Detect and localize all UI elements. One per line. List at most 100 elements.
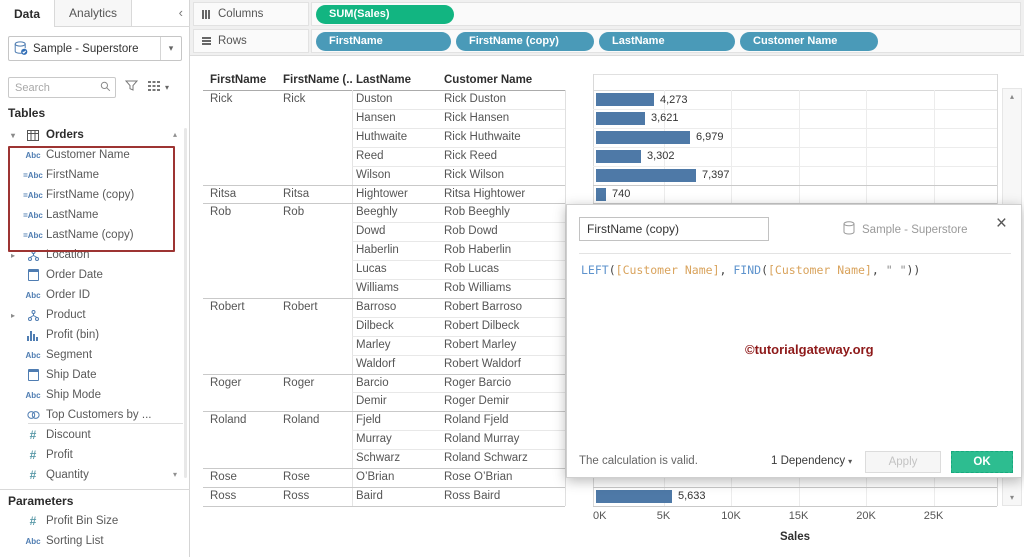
dependency-dropdown[interactable]: 1 Dependency ▾ (771, 455, 853, 467)
field-row-top-customers-by-[interactable]: Top Customers by ... (0, 405, 183, 425)
cell-firstname[interactable]: Roland (210, 414, 247, 427)
cell-customer-name[interactable]: Roland Murray (444, 433, 520, 446)
cell-lastname[interactable]: Beeghly (356, 206, 398, 219)
cell-firstname-copy[interactable]: Rob (283, 206, 305, 219)
cell-customer-name[interactable]: Rose O’Brian (444, 471, 513, 483)
cell-lastname[interactable]: Reed (356, 149, 384, 162)
field-row-product[interactable]: ▸ Product (0, 305, 183, 325)
cell-lastname[interactable]: Dowd (356, 225, 386, 238)
columns-shelf[interactable]: SUM(Sales) (311, 2, 1021, 26)
field-row-order-date[interactable]: Order Date (0, 265, 183, 285)
cell-firstname[interactable]: Rob (210, 206, 232, 219)
cell-customer-name[interactable]: Rob Lucas (444, 263, 499, 276)
cell-lastname[interactable]: Demir (356, 395, 387, 408)
column-header-firstname-copy[interactable]: FirstName (.. (283, 74, 353, 86)
rows-shelf[interactable]: FirstName FirstName (copy) LastName Custome… (311, 29, 1021, 53)
cell-lastname[interactable]: Lucas (356, 263, 387, 276)
cell-firstname-copy[interactable]: Roland (283, 414, 320, 427)
formula-editor[interactable]: LEFT([Customer Name], FIND([Customer Nam… (581, 263, 920, 277)
cell-lastname[interactable]: Barcio (356, 376, 389, 389)
search-input[interactable] (8, 77, 116, 98)
cell-customer-name[interactable]: Ritsa Hightower (444, 187, 526, 200)
cell-customer-name[interactable]: Robert Waldorf (444, 357, 521, 370)
cell-customer-name[interactable]: Roger Demir (444, 395, 510, 408)
datasource-selector[interactable]: Sample - Superstore ▾ (8, 36, 182, 61)
bar-rick-hansen[interactable] (596, 111, 645, 125)
tab-data[interactable]: Data (0, 0, 56, 27)
cell-firstname[interactable]: Ross (210, 489, 237, 502)
cell-lastname[interactable]: Huthwaite (356, 130, 408, 143)
column-header-customer-name[interactable]: Customer Name (444, 74, 533, 86)
field-row-profit-bin-[interactable]: Profit (bin) (0, 325, 183, 345)
cell-customer-name[interactable]: Rick Duston (444, 93, 506, 105)
cell-firstname[interactable]: Rick (210, 93, 233, 105)
chevron-right-icon[interactable]: ▸ (10, 310, 15, 320)
cell-customer-name[interactable]: Rob Williams (444, 282, 512, 294)
filter-icon[interactable] (124, 79, 139, 97)
cell-customer-name[interactable]: Rick Reed (444, 149, 498, 162)
ok-button[interactable]: OK (951, 451, 1013, 473)
cell-firstname-copy[interactable]: Ross (283, 489, 310, 502)
cell-lastname[interactable]: Hansen (356, 111, 396, 124)
cell-firstname-copy[interactable]: Ritsa (283, 187, 310, 200)
cell-firstname[interactable]: Roger (210, 376, 242, 389)
cell-customer-name[interactable]: Rick Huthwaite (444, 130, 521, 143)
datasource-dropdown[interactable]: ▾ (160, 37, 181, 60)
field-row-ship-date[interactable]: Ship Date (0, 365, 183, 385)
cell-customer-name[interactable]: Rob Dowd (444, 225, 498, 238)
cell-firstname[interactable]: Robert (210, 300, 245, 313)
sidebar-scrollbar[interactable] (184, 128, 187, 478)
scrollbar-down-icon[interactable]: ▾ (1009, 493, 1014, 502)
cell-customer-name[interactable]: Robert Barroso (444, 300, 522, 313)
bar-rick-reed[interactable] (596, 149, 641, 163)
cell-customer-name[interactable]: Rob Beeghly (444, 206, 510, 219)
cell-lastname[interactable]: Williams (356, 282, 399, 294)
field-row-lastname[interactable]: =Abc LastName (0, 205, 183, 225)
cell-customer-name[interactable]: Roger Barcio (444, 376, 512, 389)
field-row-profit-bin-size[interactable]: # Profit Bin Size (0, 511, 183, 531)
scroll-down-icon[interactable]: ▾ (173, 470, 178, 479)
pill-firstname-copy-[interactable]: FirstName (copy) (456, 31, 594, 51)
scroll-up-icon[interactable]: ▴ (173, 130, 178, 139)
bar-ross-baird[interactable] (596, 489, 672, 503)
cell-lastname[interactable]: Schwarz (356, 452, 401, 465)
column-header-firstname[interactable]: FirstName (210, 74, 267, 86)
cell-lastname[interactable]: Hightower (356, 187, 408, 200)
field-row-lastname-copy-[interactable]: =Abc LastName (copy) (0, 225, 183, 245)
bar-rick-duston[interactable] (596, 93, 654, 106)
pill-lastname[interactable]: LastName (599, 31, 735, 51)
bar-rick-wilson[interactable] (596, 168, 696, 182)
bar-ritsa-hightower[interactable] (596, 187, 606, 201)
cell-customer-name[interactable]: Rick Wilson (444, 168, 505, 181)
apply-button[interactable]: Apply (865, 451, 941, 473)
view-options-dropdown-icon[interactable]: ▾ (165, 83, 170, 92)
pill-customer-name[interactable]: Customer Name (740, 31, 878, 51)
cell-firstname-copy[interactable]: Rick (283, 93, 306, 105)
pill-sum-sales-[interactable]: SUM(Sales) (316, 4, 454, 24)
cell-lastname[interactable]: Haberlin (356, 244, 399, 257)
cell-customer-name[interactable]: Rick Hansen (444, 111, 510, 124)
field-row-firstname[interactable]: =Abc FirstName (0, 165, 183, 185)
cell-lastname[interactable]: Marley (356, 338, 391, 351)
bar-rick-huthwaite[interactable] (596, 130, 690, 144)
cell-lastname[interactable]: Waldorf (356, 357, 396, 370)
calculation-name-input[interactable] (579, 217, 769, 241)
field-row-ship-mode[interactable]: Abc Ship Mode (0, 385, 183, 405)
cell-customer-name[interactable]: Robert Marley (444, 338, 517, 351)
view-options-icon[interactable] (148, 79, 160, 97)
scrollbar-up-icon[interactable]: ▴ (1009, 92, 1014, 101)
cell-lastname[interactable]: Dilbeck (356, 319, 394, 332)
cell-customer-name[interactable]: Ross Baird (444, 489, 501, 502)
field-row-orders[interactable]: ▾ Orders (0, 125, 183, 145)
cell-lastname[interactable]: Murray (356, 433, 392, 446)
field-row-segment[interactable]: Abc Segment (0, 345, 183, 365)
cell-customer-name[interactable]: Robert Dilbeck (444, 319, 520, 332)
chevron-down-icon[interactable]: ▾ (10, 130, 15, 140)
field-row-sorting-list[interactable]: Abc Sorting List (0, 531, 183, 551)
cell-firstname-copy[interactable]: Robert (283, 300, 318, 313)
cell-lastname[interactable]: Baird (356, 489, 383, 502)
cell-lastname[interactable]: Wilson (356, 168, 391, 181)
cell-firstname[interactable]: Ritsa (210, 187, 237, 200)
cell-customer-name[interactable]: Roland Fjeld (444, 414, 509, 427)
pill-firstname[interactable]: FirstName (316, 31, 451, 51)
